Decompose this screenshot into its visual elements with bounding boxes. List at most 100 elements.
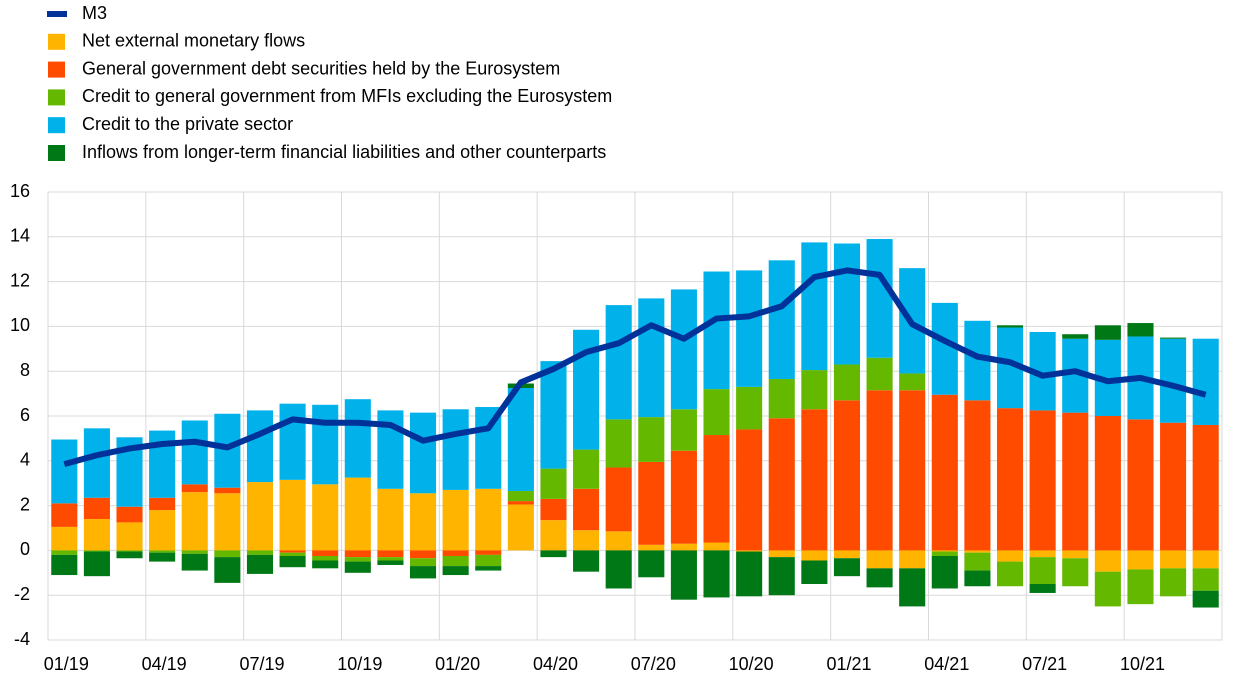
bar-segment bbox=[149, 510, 176, 551]
bar-segment bbox=[51, 526, 78, 551]
bar-segment bbox=[736, 429, 763, 551]
bar-segment bbox=[670, 409, 697, 451]
x-tick-label: 10/21 bbox=[1120, 654, 1165, 674]
bar-segment bbox=[573, 449, 600, 489]
bar-segment bbox=[703, 271, 730, 390]
bar-segment bbox=[996, 561, 1024, 587]
bar-segment bbox=[181, 492, 208, 551]
bar-segment bbox=[214, 493, 241, 551]
bar-segment bbox=[51, 439, 78, 504]
bar-segment bbox=[214, 550, 241, 558]
bar-segment bbox=[1062, 334, 1089, 339]
bar-segment bbox=[931, 302, 958, 395]
bar-segment bbox=[605, 305, 632, 420]
bar-segment bbox=[442, 566, 469, 576]
bar-segment bbox=[1094, 550, 1121, 572]
bar-segment bbox=[768, 379, 795, 419]
bar-segment bbox=[442, 556, 469, 567]
bar-segment bbox=[51, 503, 78, 527]
bar-segment bbox=[1192, 424, 1219, 551]
bar-segment bbox=[279, 556, 306, 568]
bar-segment bbox=[1160, 550, 1187, 569]
bar-segment bbox=[409, 412, 437, 494]
bar-segment bbox=[1029, 410, 1056, 551]
bar-segment bbox=[736, 550, 763, 552]
bar-segment bbox=[1160, 568, 1187, 597]
x-tick-label: 01/19 bbox=[44, 654, 89, 674]
legend-label: M3 bbox=[82, 3, 107, 23]
bar-segment bbox=[996, 325, 1024, 328]
bar-segment bbox=[279, 550, 306, 553]
bar-segment bbox=[964, 570, 991, 587]
bar-segment bbox=[344, 399, 371, 478]
bar-segment bbox=[181, 550, 208, 554]
bar-segment bbox=[116, 506, 143, 523]
bar-segment bbox=[1062, 550, 1089, 559]
bar-segment bbox=[51, 550, 78, 555]
bar-segment bbox=[703, 389, 730, 436]
bar-segment bbox=[312, 556, 339, 561]
bar-segment bbox=[279, 552, 306, 556]
bar-segment bbox=[1029, 550, 1056, 558]
bar-segment bbox=[833, 558, 861, 577]
bar-segment bbox=[1192, 590, 1219, 608]
y-tick-label: 10 bbox=[10, 315, 30, 335]
bar-segment bbox=[801, 370, 828, 410]
bar-segment bbox=[540, 520, 567, 551]
bar-segment bbox=[833, 550, 861, 559]
y-tick-label: 0 bbox=[20, 539, 30, 559]
bar-segment bbox=[801, 242, 828, 371]
bar-segment bbox=[344, 550, 371, 558]
bar-segment bbox=[670, 543, 697, 551]
line-series bbox=[63, 267, 1207, 468]
bar-segment bbox=[214, 413, 241, 488]
legend-swatch bbox=[48, 145, 65, 161]
bar-segment bbox=[801, 560, 828, 584]
y-tick-label: 2 bbox=[20, 494, 30, 514]
bar-segment bbox=[866, 550, 893, 569]
bar-segment bbox=[833, 364, 861, 401]
bar-segment bbox=[768, 260, 795, 380]
bar-segment bbox=[899, 373, 926, 391]
y-tick-label: 6 bbox=[20, 405, 30, 425]
bar-segment bbox=[540, 550, 567, 558]
bar-segment bbox=[801, 550, 828, 561]
bar-segment bbox=[1029, 584, 1056, 593]
bar-segment bbox=[246, 554, 274, 574]
x-tick-label: 01/20 bbox=[435, 654, 480, 674]
bar-segment bbox=[1094, 416, 1121, 551]
bar-segment bbox=[638, 298, 665, 418]
bar-segment bbox=[83, 519, 110, 551]
bar-segment bbox=[768, 550, 795, 558]
bar-segment bbox=[931, 551, 958, 556]
bar-segment bbox=[996, 408, 1024, 551]
bar-segment bbox=[377, 488, 404, 551]
bar-segment bbox=[149, 550, 176, 553]
bar-segment bbox=[703, 435, 730, 543]
bar-segment bbox=[638, 550, 665, 578]
bar-segment bbox=[475, 554, 502, 567]
bar-segment bbox=[507, 491, 534, 502]
bar-segment bbox=[83, 428, 110, 498]
bar-segment bbox=[409, 566, 437, 579]
bar-segment bbox=[638, 544, 665, 551]
x-tick-label: 10/19 bbox=[337, 654, 382, 674]
bar-segment bbox=[116, 551, 143, 559]
bar-segment bbox=[964, 552, 991, 571]
y-tick-label: 14 bbox=[10, 226, 30, 246]
bar-segment bbox=[670, 450, 697, 544]
bar-segment bbox=[1127, 569, 1154, 605]
bar-segment bbox=[475, 550, 502, 555]
bar-segment bbox=[670, 289, 697, 410]
bar-segment bbox=[605, 419, 632, 468]
bar-segment bbox=[83, 550, 110, 552]
bar-segment bbox=[540, 468, 567, 499]
bar-segment bbox=[1160, 337, 1187, 339]
bar-segment bbox=[1160, 422, 1187, 551]
bar-segment bbox=[116, 550, 143, 552]
bar-segment bbox=[409, 558, 437, 567]
bar-segment bbox=[899, 568, 926, 607]
bar-segment bbox=[964, 400, 991, 551]
bar-segment bbox=[279, 479, 306, 551]
